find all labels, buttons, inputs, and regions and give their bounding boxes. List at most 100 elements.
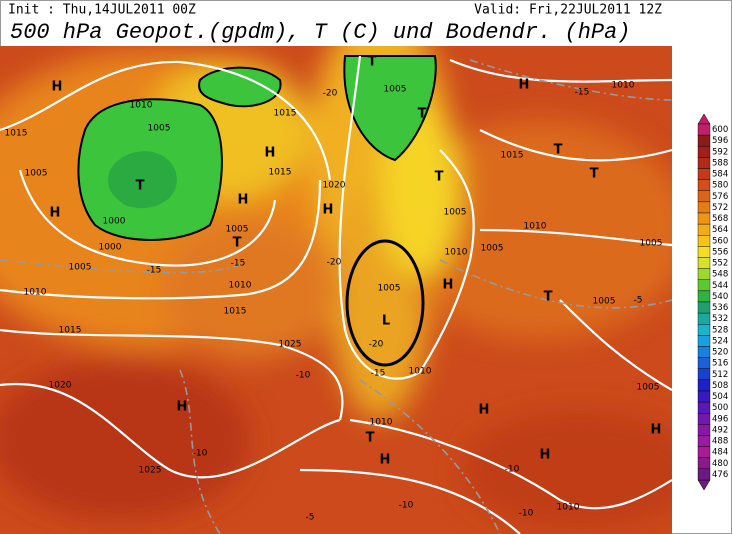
contour-label: 1015 — [269, 168, 292, 178]
contour-label: 1005 — [148, 124, 171, 134]
contour-label: 1015 — [274, 109, 297, 119]
contour-label: 1005 — [378, 284, 401, 294]
colorbar-swatch — [697, 413, 711, 425]
contour-label: -20 — [369, 340, 384, 350]
contour-label: -10 — [505, 465, 520, 475]
contour-label: 1010 — [229, 281, 252, 291]
colorbar-swatch — [697, 134, 711, 147]
pressure-center-label: H — [519, 78, 530, 93]
colorbar-label: 512 — [712, 370, 728, 380]
contour-label: 1005 — [226, 225, 249, 235]
colorbar-swatch — [697, 257, 711, 269]
pressure-center-label: T — [233, 236, 242, 251]
colorbar-swatch — [697, 379, 711, 392]
colorbar-label: 528 — [712, 325, 728, 335]
pressure-center-label: T — [366, 431, 375, 446]
pressure-center-label: T — [368, 55, 377, 70]
contour-label: 1015 — [224, 307, 247, 317]
colorbar-swatch — [697, 201, 711, 214]
contour-label: 1000 — [103, 217, 126, 227]
colorbar-label: 596 — [712, 136, 728, 146]
colorbar-label: 576 — [712, 192, 728, 202]
colorbar-swatch — [697, 324, 711, 336]
pressure-center-label: H — [479, 403, 490, 418]
pressure-center-label: H — [50, 206, 61, 221]
contour-label: -5 — [306, 513, 315, 523]
contour-label: 1010 — [612, 81, 635, 91]
colorbar-label: 552 — [712, 259, 728, 269]
colorbar-swatch — [697, 146, 711, 158]
contour-label: 1010 — [445, 248, 468, 258]
contour-label: 1005 — [25, 169, 48, 179]
contour-label: 1010 — [524, 222, 547, 232]
colorbar-label: 500 — [712, 403, 728, 413]
pressure-center-label: H — [443, 278, 454, 293]
contour-label: -10 — [399, 501, 414, 511]
contour-label: 1015 — [501, 151, 524, 161]
colorbar-swatch — [697, 435, 711, 447]
colorbar-swatch — [697, 457, 711, 470]
colorbar-label: 556 — [712, 247, 728, 257]
colorbar-label: 544 — [712, 281, 728, 291]
colorbar-label: 524 — [712, 336, 728, 346]
colorbar-label: 580 — [712, 181, 728, 191]
colorbar-label: 480 — [712, 459, 728, 469]
colorbar-label: 588 — [712, 158, 728, 168]
colorbar-swatch — [697, 357, 711, 369]
colorbar-label: 532 — [712, 314, 728, 324]
colorbar-label: 540 — [712, 292, 728, 302]
colorbar-label: 572 — [712, 203, 728, 213]
colorbar-label: 504 — [712, 392, 728, 402]
colorbar-label: 520 — [712, 348, 728, 358]
pressure-center-label: H — [651, 423, 662, 438]
contour-label: 1020 — [323, 181, 346, 191]
contour-label: 1000 — [99, 243, 122, 253]
colorbar-swatch — [697, 446, 711, 458]
pressure-center-label: H — [323, 203, 334, 218]
contour-label: 1025 — [139, 466, 162, 476]
map-labels: H101010051015T1005H100010001015H1015HT10… — [5, 55, 663, 523]
colorbar-swatch — [697, 290, 711, 303]
contour-label: 1005 — [384, 85, 407, 95]
pressure-center-label: H — [540, 448, 551, 463]
colorbar-label: 568 — [712, 214, 728, 224]
colorbar-swatch — [697, 157, 711, 169]
colorbar-swatch — [697, 279, 711, 292]
colorbar-swatch — [697, 246, 711, 258]
contour-label: -15 — [575, 88, 590, 98]
contour-label: 1010 — [409, 367, 432, 377]
colorbar-swatch — [697, 390, 711, 403]
init-text: Init : Thu,14JUL2011 00Z — [8, 3, 196, 18]
contour-label: 1005 — [444, 208, 467, 218]
pressure-center-label: H — [52, 80, 63, 95]
colorbar-swatch — [697, 301, 711, 314]
colorbar-swatch — [697, 424, 711, 436]
colorbar-swatch — [697, 346, 711, 358]
colorbar-label: 592 — [712, 147, 728, 157]
colorbar-swatch — [697, 168, 711, 180]
colorbar-swatch — [697, 268, 711, 280]
colorbar-swatch — [697, 335, 711, 347]
colorbar-swatch — [697, 123, 711, 136]
contour-label: 1005 — [593, 297, 616, 307]
pressure-center-label: H — [177, 400, 188, 415]
colorbar-label: 488 — [712, 437, 728, 447]
colorbar-swatch — [697, 468, 711, 481]
colorbar-label: 564 — [712, 225, 728, 235]
pressure-center-label: H — [380, 453, 391, 468]
contour-label: -5 — [634, 296, 643, 306]
colorbar-label: 516 — [712, 359, 728, 369]
pressure-center-label: T — [418, 107, 427, 122]
pressure-center-label: T — [136, 179, 145, 194]
colorbar-label: 548 — [712, 270, 728, 280]
contour-label: 1005 — [69, 263, 92, 273]
pressure-center-label: H — [238, 193, 249, 208]
contour-label: 1005 — [481, 244, 504, 254]
colorbar-label: 492 — [712, 425, 728, 435]
pressure-center-label: T — [544, 290, 553, 305]
pressure-center-label: H — [265, 146, 276, 161]
contour-label: 1010 — [24, 288, 47, 298]
pressure-center-label: T — [554, 143, 563, 158]
